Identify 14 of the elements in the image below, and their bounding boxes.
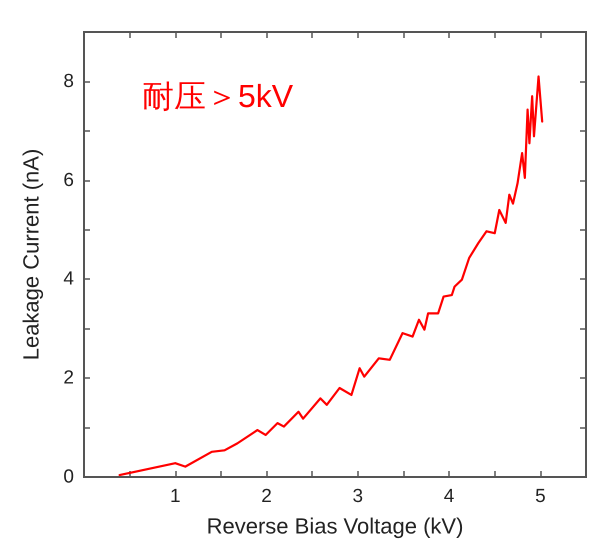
y-tick-label: 4 <box>63 268 74 290</box>
y-tick-label: 8 <box>63 70 74 92</box>
y-tick-label: 2 <box>63 368 74 389</box>
x-tick-label: 5 <box>535 486 546 507</box>
y-axis-title: Leakage Current (nA) <box>18 148 44 360</box>
x-tick-label: 4 <box>444 486 455 507</box>
line-series <box>118 75 544 476</box>
y-tick-label: 0 <box>63 466 74 488</box>
x-tick-label: 2 <box>261 486 272 507</box>
x-axis-title: Reverse Bias Voltage (kV) <box>206 514 464 538</box>
y-tick-label: 6 <box>63 170 74 191</box>
annotation: 耐压＞5kV <box>142 78 294 114</box>
x-tick-label: 1 <box>170 486 181 507</box>
x-tick-label: 3 <box>352 486 364 507</box>
